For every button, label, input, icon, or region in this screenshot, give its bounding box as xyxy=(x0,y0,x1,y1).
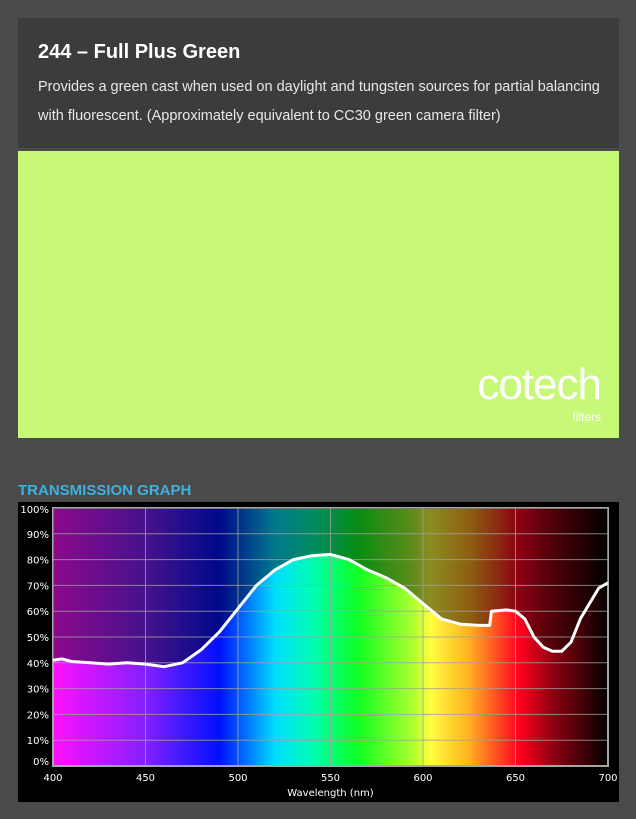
filter-description: Provides a green cast when used on dayli… xyxy=(38,79,600,124)
logo-sub: filters xyxy=(572,410,601,424)
x-tick-label: 550 xyxy=(321,773,340,784)
x-tick-label: 450 xyxy=(136,773,155,784)
transmission-graph: 0% 10% 20% 30% 40% 50% 60% 70% 80% 90% 100% 400 450 5… xyxy=(18,502,619,802)
y-tick-label: 10% xyxy=(27,736,49,747)
x-tick-label: 700 xyxy=(598,773,617,784)
x-tick-label: 500 xyxy=(228,773,247,784)
y-tick-label: 60% xyxy=(27,607,49,618)
x-tick-label: 400 xyxy=(43,773,62,784)
graph-title: TRANSMISSION GRAPH xyxy=(18,482,192,499)
transmission-curve xyxy=(52,552,609,669)
x-tick-label: 650 xyxy=(506,773,525,784)
y-tick-label: 70% xyxy=(27,581,49,592)
x-tick-label: 600 xyxy=(413,773,432,784)
color-swatch: cotech filters xyxy=(18,151,619,438)
y-tick-label: 30% xyxy=(27,685,49,696)
cotech-logo: cotech filters xyxy=(477,360,602,425)
y-tick-label: 40% xyxy=(27,659,49,670)
filter-header: 244 – Full Plus Green Provides a green c… xyxy=(18,18,619,148)
logo-name: cotech xyxy=(477,360,602,409)
filter-title: 244 – Full Plus Green xyxy=(38,41,241,63)
chart-svg: 0% 10% 20% 30% 40% 50% 60% 70% 80% 90% 100% 400 450 5… xyxy=(20,505,617,799)
y-tick-label: 90% xyxy=(27,530,49,541)
y-tick-label: 20% xyxy=(27,710,49,721)
y-tick-label: 100% xyxy=(20,505,49,516)
y-tick-label: 0% xyxy=(33,757,49,768)
y-tick-label: 80% xyxy=(27,556,49,567)
x-axis-label: Wavelength (nm) xyxy=(287,788,373,799)
above-curve-shade xyxy=(53,508,608,667)
y-tick-label: 50% xyxy=(27,633,49,644)
